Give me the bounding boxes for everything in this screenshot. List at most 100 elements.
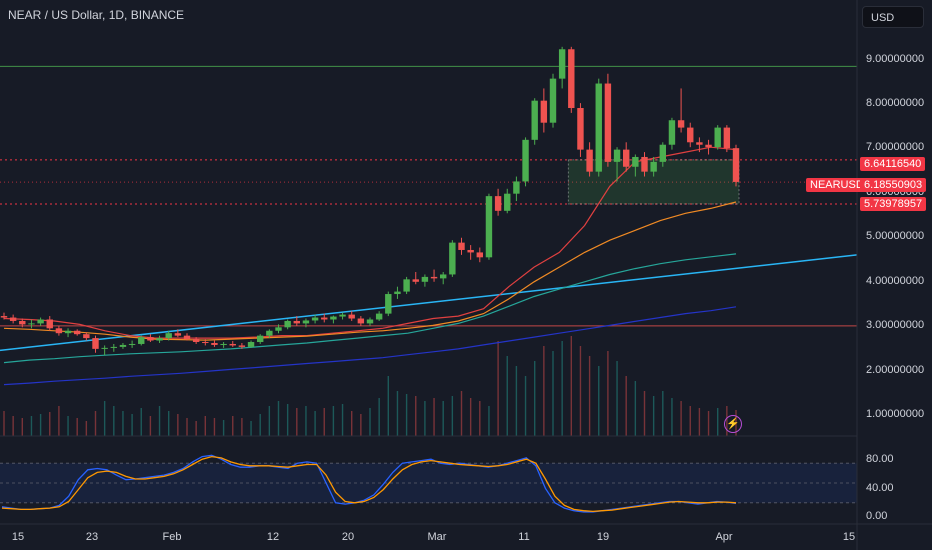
candle-body xyxy=(174,333,182,336)
volume-bar xyxy=(552,351,554,436)
candle-body xyxy=(394,291,401,295)
candle-body xyxy=(266,330,273,336)
candle-body xyxy=(284,320,291,328)
volume-bar xyxy=(12,416,14,436)
candle-body xyxy=(622,149,630,167)
candle-body xyxy=(128,343,136,345)
candle-body xyxy=(156,338,163,341)
time-label-15-jan: 15 xyxy=(11,531,25,543)
candle-body xyxy=(211,342,218,345)
volume-bar xyxy=(67,416,69,436)
stoch-label-0: 0.00 xyxy=(866,510,888,522)
volume-bar xyxy=(341,404,344,436)
volume-bar xyxy=(451,396,454,436)
volume-bar xyxy=(21,418,23,436)
volume-bar xyxy=(158,406,161,436)
candle-body xyxy=(330,316,337,320)
volume-bar xyxy=(369,408,371,436)
volume-bar xyxy=(680,401,682,436)
price-label-2: 2.00000000 xyxy=(866,364,925,376)
volume-bar xyxy=(671,398,673,436)
candle-body xyxy=(183,335,191,340)
time-label-11-mar: 11 xyxy=(518,531,530,543)
candle-body xyxy=(403,279,410,292)
volume-bar xyxy=(524,376,527,436)
volume-bar xyxy=(314,411,316,436)
volume-bar xyxy=(195,421,197,436)
candle-body xyxy=(55,328,63,334)
stochastic-pane xyxy=(0,454,857,513)
candle-body xyxy=(229,343,236,346)
stoch-k-line xyxy=(1,454,737,513)
volume-bar xyxy=(442,401,444,436)
candle-body xyxy=(366,319,374,324)
volume-bar xyxy=(598,366,600,436)
volume-bar xyxy=(277,401,280,436)
candle-body xyxy=(357,318,365,324)
volume-bar xyxy=(415,396,417,436)
time-label-12-feb: 12 xyxy=(266,531,280,543)
volume-bar xyxy=(707,411,710,436)
candle-body xyxy=(293,320,301,324)
volume-bar xyxy=(149,416,152,436)
bolt-icon[interactable]: ⚡ xyxy=(724,415,742,433)
volume-bar xyxy=(131,414,133,436)
trendline xyxy=(0,254,858,352)
candle-body xyxy=(714,127,721,148)
volume-bar xyxy=(351,411,353,436)
price-label-5: 5.00000000 xyxy=(866,230,925,242)
volume-bar xyxy=(222,420,225,436)
volume-bar xyxy=(570,336,572,436)
price-label-9: 9.00000000 xyxy=(866,53,925,65)
candle-body xyxy=(192,339,200,343)
candle-body xyxy=(119,344,127,347)
candle-body xyxy=(385,294,392,314)
volume-bar xyxy=(241,418,243,436)
volume-bar xyxy=(140,408,142,436)
candlesticks xyxy=(0,46,740,356)
candle-body xyxy=(321,317,328,320)
stoch-label-80: 80.00 xyxy=(866,453,894,465)
volume-bar xyxy=(296,408,298,436)
volume-bar xyxy=(689,406,691,436)
volume-bar xyxy=(479,401,481,436)
candle-body xyxy=(28,323,35,325)
candle-body xyxy=(659,144,667,162)
symbol-name-tag: NEARUSD xyxy=(806,178,868,192)
candle-body xyxy=(412,279,419,282)
volume-bar xyxy=(652,396,655,436)
volume-bar xyxy=(433,398,435,436)
currency-button[interactable]: USD xyxy=(862,6,924,28)
stoch-d-line xyxy=(1,455,737,513)
candle-body xyxy=(9,317,17,321)
volume-bar xyxy=(204,416,206,436)
candle-body xyxy=(302,320,310,324)
candle-body xyxy=(73,330,81,335)
candle-body xyxy=(467,249,474,253)
candle-body xyxy=(696,142,703,145)
volume-bar xyxy=(76,418,78,436)
volume-bar xyxy=(625,376,627,436)
candle-body xyxy=(732,148,740,182)
candle-body xyxy=(458,242,465,250)
candle-body xyxy=(439,274,447,279)
candle-body xyxy=(37,319,44,324)
volume-bar xyxy=(332,406,335,436)
volume-bar xyxy=(506,356,508,436)
stoch-label-40: 40.00 xyxy=(866,482,894,494)
candle-body xyxy=(577,108,584,150)
candle-body xyxy=(504,193,511,211)
volume-bars xyxy=(3,336,737,436)
candle-body xyxy=(522,139,529,182)
candle-body xyxy=(677,120,685,128)
candle-body xyxy=(723,127,731,149)
price-label-3: 3.00000000 xyxy=(866,319,925,331)
volume-bar xyxy=(543,346,545,436)
candle-body xyxy=(604,83,612,162)
candle-body xyxy=(595,83,602,172)
volume-bar xyxy=(469,398,472,436)
volume-bar xyxy=(268,406,271,436)
time-label-23-jan: 23 xyxy=(85,531,99,543)
